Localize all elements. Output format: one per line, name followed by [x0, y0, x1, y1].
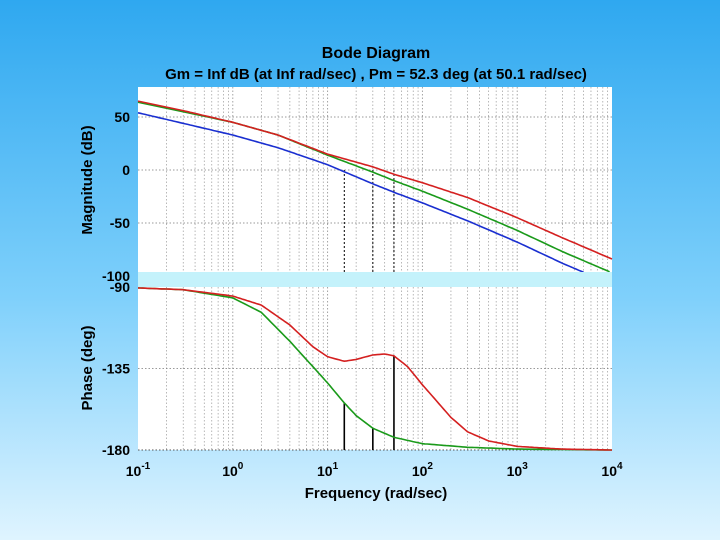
magnitude-grid: [138, 87, 612, 272]
x-tick-label: 100: [222, 461, 244, 479]
crossover-markers: [343, 170, 395, 450]
x-axis-label: Frequency (rad/sec): [305, 485, 448, 502]
chart-subtitle: Gm = Inf dB (at Inf rad/sec) , Pm = 52.3…: [165, 66, 587, 83]
x-tick-label: 104: [601, 461, 623, 479]
magnitude-plot-area: [138, 87, 612, 272]
phase-series: [137, 287, 612, 451]
magnitude-series: [137, 100, 613, 274]
phase-y-label: Phase (deg): [79, 325, 96, 410]
panel-separator: [138, 272, 612, 287]
phase-plot-area: [138, 287, 612, 450]
phase-y-ticks: -90 -135 -180: [102, 279, 130, 458]
x-tick-label: 101: [317, 461, 339, 479]
magnitude-y-tick-label: 50: [114, 109, 130, 125]
magnitude-y-ticks: 50 0 -50 -100: [102, 109, 130, 284]
phase-y-tick-label: -135: [102, 361, 130, 377]
magnitude-y-tick-label: -50: [110, 215, 130, 231]
x-tick-label: 10-1: [126, 461, 151, 479]
x-tick-label: 102: [412, 461, 434, 479]
x-axis-ticks: 10-1 100 101 102 103 104: [126, 461, 623, 479]
magnitude-y-tick-label: 0: [122, 162, 130, 178]
magnitude-line-blue: [137, 112, 584, 274]
magnitude-y-tick-label: -100: [102, 268, 130, 284]
phase-y-tick-label: -90: [110, 279, 130, 295]
phase-grid: [138, 287, 612, 451]
magnitude-y-label: Magnitude (dB): [79, 125, 96, 234]
phase-y-tick-label: -180: [102, 442, 130, 458]
magnitude-line-red: [137, 100, 613, 260]
chart-title: Bode Diagram: [322, 45, 430, 62]
phase-line-red: [137, 287, 612, 451]
phase-line-green: [137, 287, 612, 451]
x-tick-label: 103: [507, 461, 529, 479]
